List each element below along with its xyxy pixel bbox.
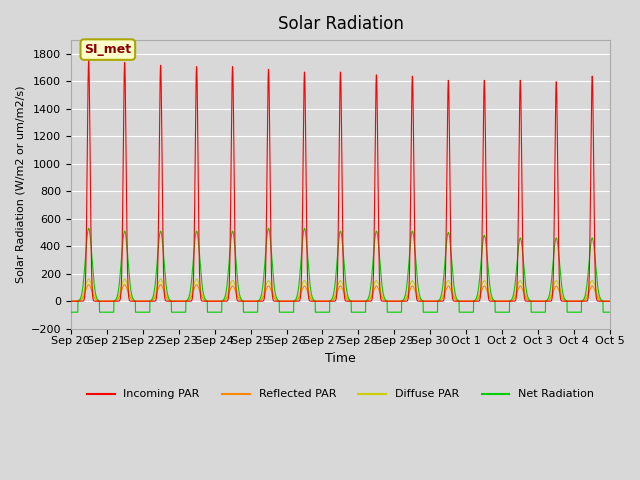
Text: SI_met: SI_met (84, 43, 131, 56)
X-axis label: Time: Time (325, 352, 356, 365)
Title: Solar Radiation: Solar Radiation (278, 15, 403, 33)
Y-axis label: Solar Radiation (W/m2 or um/m2/s): Solar Radiation (W/m2 or um/m2/s) (15, 85, 25, 283)
Legend: Incoming PAR, Reflected PAR, Diffuse PAR, Net Radiation: Incoming PAR, Reflected PAR, Diffuse PAR… (83, 385, 598, 404)
